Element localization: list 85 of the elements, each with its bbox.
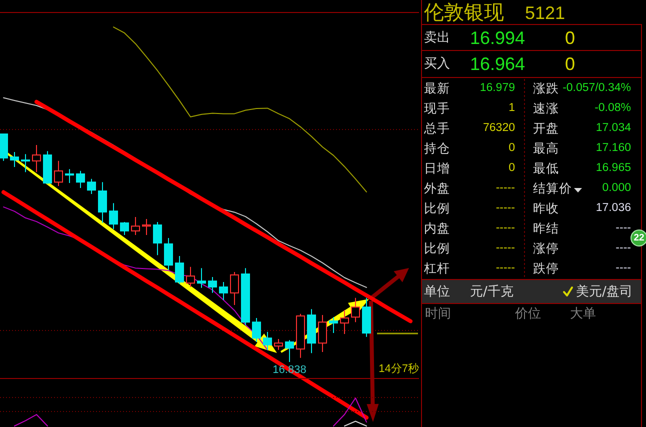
candlestick [98,182,108,224]
candlestick [20,154,30,173]
text: ---- [616,262,631,274]
category-label: 昨结 [533,220,559,236]
text: 5121 [525,3,566,23]
candlestick [274,338,284,350]
text: -0.08% [594,102,631,114]
text: 17.036 [596,202,631,214]
category-label: 日增 [424,160,450,176]
text: -0.057/0.34% [562,82,631,94]
text: ----- [496,222,515,234]
text: 16.965 [596,162,631,174]
category-label: 持仓 [424,140,450,156]
candlestick [76,170,86,189]
candlestick [130,216,140,236]
category-label: 昨收 [533,200,559,216]
text: 0 [565,28,576,48]
text: ---- [616,222,631,234]
category-label: 杠杆 [423,260,450,276]
category-label: 总手 [423,120,450,136]
candlestick [64,168,74,184]
text: 17.160 [596,142,631,154]
candlestick [252,317,262,342]
text: 0.000 [602,182,631,194]
candlestick [284,340,294,362]
candlestick [86,178,96,194]
text: 单位 [424,284,450,300]
text: 0 [565,54,576,74]
candlestick [328,316,338,334]
text: 价位 [514,306,541,322]
category-label: 速涨 [533,100,559,116]
candlestick [218,281,228,300]
candlestick [318,314,328,352]
text: 16.964 [470,54,526,74]
candlestick [230,271,240,306]
candlestick [152,222,162,256]
text: ----- [496,202,515,214]
text: 大单 [570,306,596,322]
candlestick [10,152,20,168]
category-label: 最新 [424,80,450,96]
text: 16.994 [470,28,526,48]
candlestick [208,276,218,294]
text: 伦敦银现 [424,0,504,24]
category-label: 现手 [424,100,450,116]
category-label: 外盘 [424,180,450,196]
text: 14分7秒 [378,363,419,375]
text: ----- [496,262,515,274]
category-label: 卖出 [424,30,450,46]
candlestick [32,144,42,173]
text: 美元/盘司 [576,284,632,300]
text: 1 [508,102,515,114]
text: ----- [496,242,515,254]
candlestick [174,255,184,285]
candlestick [108,202,118,230]
category-label: 最高 [533,140,559,156]
category-label: 最低 [533,160,559,176]
candlestick [142,218,152,236]
text: 元/千克 [470,284,514,300]
candlestick [0,134,8,162]
candlestick [54,160,64,186]
text: ----- [496,182,515,194]
category-label: 买入 [424,56,450,72]
candlestick [196,268,206,288]
category-label: 涨停 [533,240,559,256]
category-label: 比例 [424,200,450,216]
category-label: 比例 [424,240,450,256]
candlestick [262,331,272,350]
candlestick [350,297,360,323]
candlestick [120,222,130,236]
text: 16.979 [480,82,515,94]
text: 时间 [425,306,451,322]
candlestick [186,266,196,288]
text: 0 [508,162,515,174]
text: 17.034 [596,122,631,134]
candlestick [340,310,350,334]
text: 0 [508,142,515,154]
candlestick [164,237,174,270]
category-label: 开盘 [533,120,559,136]
category-label: 结算价 [533,180,572,196]
category-label: 内盘 [424,220,450,236]
text: 22 [634,232,644,244]
text: 76320 [483,122,515,134]
category-label: 跌停 [533,260,559,276]
category-label: 涨跌 [533,80,559,96]
text: ---- [616,242,631,254]
